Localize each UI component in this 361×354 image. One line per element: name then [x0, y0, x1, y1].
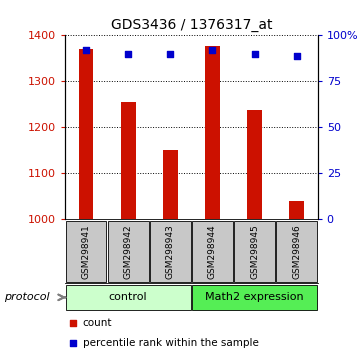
- Bar: [66, 221, 106, 282]
- Point: [70, 321, 75, 326]
- Point: [168, 51, 173, 57]
- Point: [83, 47, 89, 53]
- Bar: [205, 46, 220, 219]
- Bar: [234, 221, 275, 282]
- Bar: [276, 221, 317, 282]
- Text: percentile rank within the sample: percentile rank within the sample: [83, 338, 258, 348]
- Bar: [150, 221, 191, 282]
- Text: count: count: [83, 318, 112, 329]
- Title: GDS3436 / 1376317_at: GDS3436 / 1376317_at: [110, 18, 272, 32]
- Point: [252, 51, 257, 57]
- Bar: [66, 285, 191, 310]
- Bar: [121, 102, 135, 219]
- Text: protocol: protocol: [4, 292, 49, 302]
- Text: GSM298946: GSM298946: [292, 224, 301, 279]
- Text: GSM298942: GSM298942: [124, 224, 132, 279]
- Point: [70, 341, 75, 346]
- Bar: [79, 49, 93, 219]
- Text: GSM298943: GSM298943: [166, 224, 175, 279]
- Text: GSM298941: GSM298941: [82, 224, 91, 279]
- Bar: [289, 201, 304, 219]
- Bar: [108, 221, 149, 282]
- Bar: [192, 221, 233, 282]
- Point: [294, 53, 300, 58]
- Bar: [247, 110, 262, 219]
- Text: GSM298944: GSM298944: [208, 224, 217, 279]
- Point: [209, 47, 215, 53]
- Text: control: control: [109, 292, 147, 302]
- Bar: [192, 285, 317, 310]
- Bar: [163, 150, 178, 219]
- Point: [125, 51, 131, 57]
- Text: Math2 expression: Math2 expression: [205, 292, 304, 302]
- Text: GSM298945: GSM298945: [250, 224, 259, 279]
